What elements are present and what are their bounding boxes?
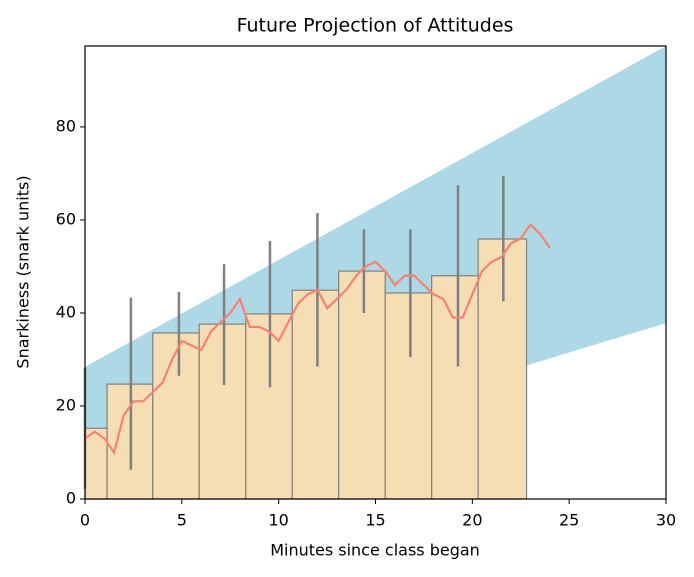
x-tick-label: 0 [80, 511, 90, 530]
bar [152, 332, 200, 500]
x-tick-label: 15 [365, 511, 385, 530]
x-tick-label: 5 [177, 511, 187, 530]
y-tick-label: 40 [56, 302, 76, 321]
y-tick-label: 60 [56, 209, 76, 228]
x-tick-label: 10 [268, 511, 288, 530]
trend-line [84, 222, 551, 456]
bar [291, 289, 340, 500]
x-tick-label: 20 [462, 511, 482, 530]
y-tick-label: 0 [66, 489, 76, 508]
bar [198, 323, 247, 500]
chart-title: Future Projection of Attitudes [237, 15, 514, 37]
bar [384, 292, 433, 500]
x-tick-label: 25 [559, 511, 579, 530]
bar [338, 270, 386, 500]
x-axis-label: Minutes since class began [270, 541, 480, 560]
y-tick-label: 20 [56, 395, 76, 414]
y-axis-label: Snarkiness (snark units) [14, 175, 33, 368]
bar [431, 275, 479, 500]
x-tick-label: 30 [656, 511, 676, 530]
y-tick-label: 80 [56, 116, 76, 135]
